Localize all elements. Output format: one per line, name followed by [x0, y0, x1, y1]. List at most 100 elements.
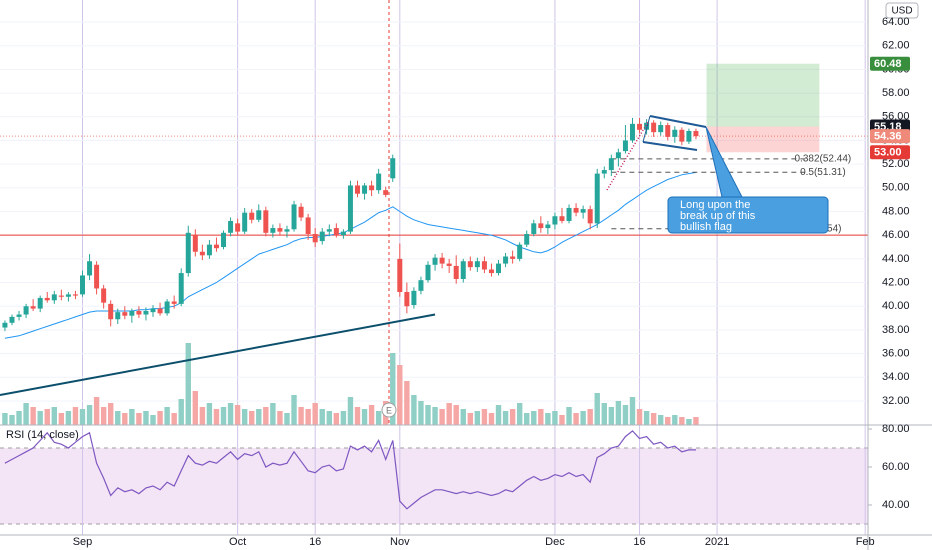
candle-body	[439, 257, 445, 264]
candle-body	[453, 265, 459, 279]
volume-bar	[136, 413, 142, 425]
candle-body	[263, 210, 269, 233]
callout-text: Long upon the	[680, 199, 750, 211]
candle-body	[397, 258, 403, 293]
candle-body	[213, 244, 219, 249]
volume-bar	[256, 409, 262, 425]
y-tick-label: 46.00	[882, 229, 910, 241]
volume-bar	[72, 407, 79, 425]
volume-bar	[150, 415, 156, 425]
candle-body	[312, 233, 318, 243]
candle-body	[362, 185, 368, 194]
candle-body	[79, 275, 85, 295]
candle-body	[333, 228, 339, 236]
rsi-tick-label: 40.00	[882, 499, 910, 511]
candle-body	[157, 308, 163, 314]
candle-body	[235, 223, 241, 232]
x-tick-label: Oct	[229, 536, 246, 548]
volume-bar	[298, 407, 304, 425]
volume-bar	[51, 407, 57, 425]
candle-body	[228, 220, 234, 233]
volume-bar	[9, 415, 15, 425]
rsi-tick-label: 80.00	[882, 423, 910, 435]
currency-box	[885, 2, 919, 19]
y-tick-label: 62.00	[882, 40, 910, 52]
y-tick-label: 42.00	[882, 276, 910, 288]
candle-body	[425, 264, 431, 281]
volume-bar	[559, 415, 565, 425]
volume-bar	[425, 405, 431, 425]
candle-body	[376, 173, 382, 191]
candle-body	[298, 206, 304, 218]
flag-left	[642, 115, 651, 143]
volume-bar	[206, 403, 213, 425]
candle-body	[651, 122, 657, 133]
volume-bar	[234, 405, 241, 425]
candle-body	[383, 190, 389, 195]
volume-bar	[467, 413, 474, 425]
y-tick-label: 32.00	[882, 395, 910, 407]
volume-bar	[86, 405, 93, 425]
volume-bar	[340, 411, 347, 425]
rsi-label: RSI (14, close)	[6, 429, 79, 441]
candle-body	[136, 310, 142, 315]
volume-bar	[115, 411, 121, 425]
candle-body	[319, 231, 325, 242]
volume-bar	[199, 407, 206, 425]
candle-body	[354, 185, 360, 194]
candle-body	[58, 295, 64, 297]
y-tick-label: 48.00	[882, 205, 910, 217]
volume-bar	[672, 415, 678, 425]
volume-bar	[284, 413, 290, 425]
volume-bar	[319, 409, 325, 425]
candle-body	[566, 207, 572, 221]
candle-body	[601, 170, 607, 174]
candle-body	[418, 280, 424, 291]
candle-body	[559, 216, 565, 221]
volume-bar	[23, 403, 29, 425]
volume-bar	[143, 411, 149, 425]
volume-bar	[375, 411, 382, 425]
volume-bar	[178, 399, 184, 425]
x-tick-label: Dec	[545, 536, 565, 548]
volume-bar	[686, 419, 692, 425]
candle-body	[206, 244, 212, 256]
candle-body	[622, 140, 628, 152]
volume-bar	[657, 415, 664, 425]
candle-body	[446, 263, 452, 266]
candle-body	[30, 306, 36, 309]
candle-body	[672, 129, 678, 137]
volume-bar	[108, 403, 114, 425]
candle-body	[291, 204, 297, 230]
candle-body	[270, 228, 276, 233]
grid	[0, 0, 872, 535]
candle-body	[474, 261, 480, 268]
candle-body	[587, 209, 593, 224]
candle-body	[637, 123, 643, 130]
volume-bar	[171, 413, 177, 425]
y-tick-label: 58.00	[882, 87, 910, 99]
volume-bar	[79, 409, 86, 425]
rsi-line	[4, 430, 696, 510]
volume-bar	[30, 407, 36, 425]
volume-bar	[249, 411, 255, 425]
candle-body	[185, 232, 191, 274]
volume-bar	[516, 403, 523, 425]
plot: 0.382(52.44)0.5(51.31)1(46.54)	[0, 63, 851, 510]
volume-bar	[573, 413, 579, 425]
candle-body	[573, 207, 579, 213]
volume-bar	[122, 413, 128, 425]
price-label-box	[870, 129, 910, 144]
candle-body	[460, 261, 466, 279]
volume-bar	[93, 397, 100, 425]
volume-bar	[58, 413, 65, 425]
volume-bar	[368, 405, 375, 425]
volume-bar	[446, 403, 452, 425]
candle-body	[644, 122, 650, 130]
candle-body	[658, 125, 664, 133]
volume-bar	[164, 407, 170, 425]
price-label-box	[870, 56, 910, 71]
volume-bar	[552, 411, 558, 425]
candle-body	[679, 129, 685, 142]
volume-bar	[495, 405, 502, 425]
